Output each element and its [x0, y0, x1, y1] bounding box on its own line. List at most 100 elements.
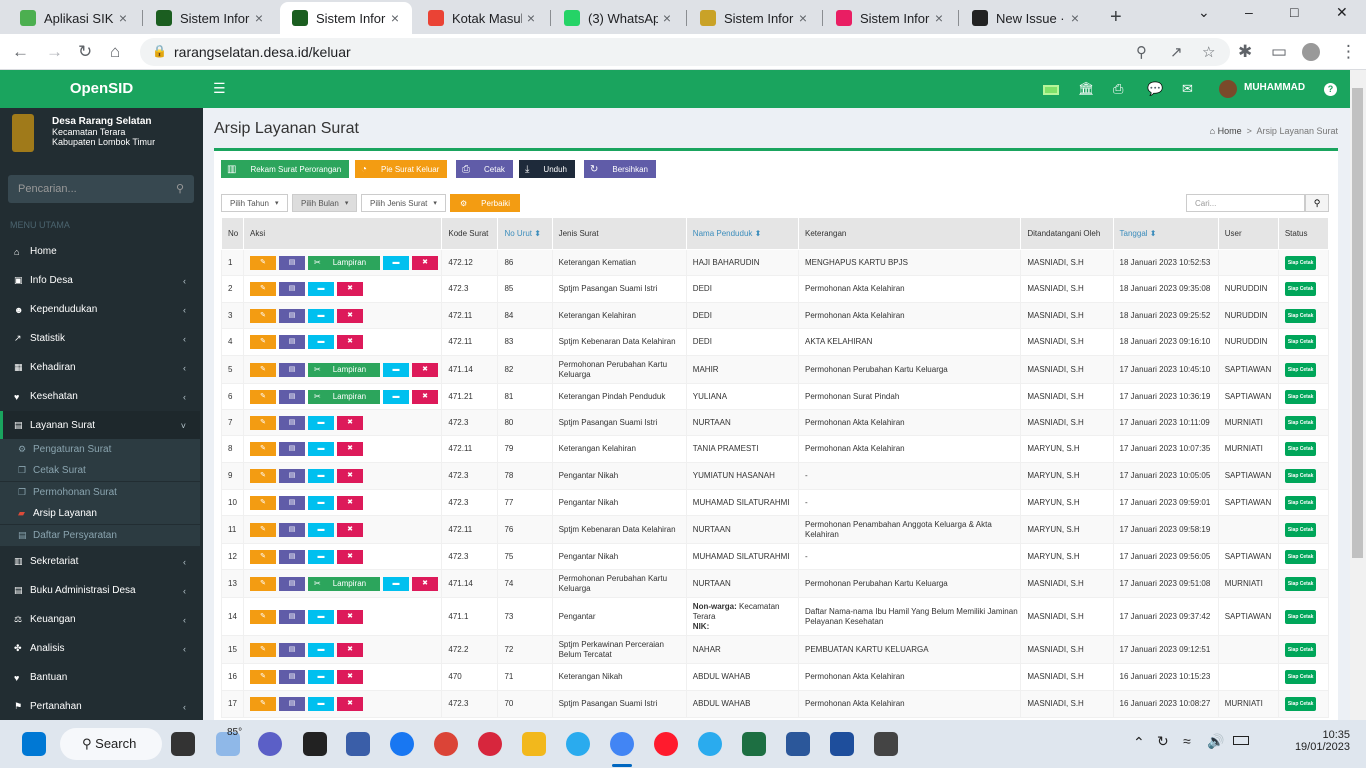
delete-button[interactable]: ✖: [337, 308, 364, 323]
edit-button[interactable]: ✎: [250, 442, 277, 456]
status-badge[interactable]: Siap Cetak: [1284, 522, 1317, 537]
taskbar-search[interactable]: ⚲ Search: [60, 728, 162, 760]
battery-status-icon[interactable]: [1043, 85, 1059, 95]
mail-icon[interactable]: ✉: [1182, 81, 1193, 96]
edit-button[interactable]: ✎: [250, 389, 277, 404]
sidebar-item-info-desa[interactable]: ▣ Info Desa ‹: [0, 266, 200, 295]
status-badge[interactable]: Siap Cetak: [1284, 255, 1317, 270]
download-document-button[interactable]: ▬: [308, 335, 335, 349]
browser-tab[interactable]: Sistem Inform×: [824, 2, 956, 34]
status-badge[interactable]: Siap Cetak: [1284, 697, 1317, 711]
browser-tab[interactable]: New Issue · O×: [960, 2, 1092, 34]
volume-icon[interactable]: 🔊: [1207, 733, 1225, 749]
bersihkan-button[interactable]: ↻ Bersihkan: [584, 160, 656, 178]
status-badge[interactable]: Siap Cetak: [1284, 609, 1317, 624]
column-header-tanggal[interactable]: Tanggal ⬍: [1112, 217, 1219, 250]
delete-button[interactable]: ✖: [337, 335, 364, 349]
lampiran-button[interactable]: ✂ Lampiran: [308, 389, 381, 404]
download-document-button[interactable]: ▬: [308, 495, 335, 510]
forward-icon[interactable]: →: [46, 42, 63, 61]
scrollbar-thumb[interactable]: [1352, 88, 1363, 558]
cetak-button[interactable]: ⎙ Cetak: [456, 160, 513, 178]
sidebar-item-kehadiran[interactable]: ▦ Kehadiran ‹: [0, 353, 200, 382]
maximize-icon[interactable]: □: [1290, 4, 1299, 20]
delete-button[interactable]: ✖: [337, 282, 364, 296]
filter-letter-type-select[interactable]: Pilih Jenis Surat ▾: [361, 194, 446, 212]
status-badge[interactable]: Siap Cetak: [1284, 642, 1317, 657]
browser-tab[interactable]: (3) WhatsApp×: [552, 2, 684, 34]
edit-button[interactable]: ✎: [250, 255, 277, 270]
tab-search-icon[interactable]: ⌄: [1198, 4, 1210, 20]
view-document-button[interactable]: ▤: [279, 335, 306, 349]
status-badge[interactable]: Siap Cetak: [1284, 415, 1317, 430]
status-badge[interactable]: Siap Cetak: [1284, 469, 1317, 483]
close-tab-icon[interactable]: ×: [1070, 10, 1080, 26]
lampiran-button[interactable]: ✂ Lampiran: [308, 362, 381, 377]
wifi-icon[interactable]: ≈: [1183, 733, 1191, 749]
delete-button[interactable]: ✖: [337, 642, 364, 657]
close-tab-icon[interactable]: ×: [526, 10, 536, 26]
breadcrumb-home[interactable]: Home: [1217, 126, 1242, 136]
edit-button[interactable]: ✎: [250, 415, 277, 430]
view-document-button[interactable]: ▤: [279, 495, 306, 510]
delete-button[interactable]: ✖: [337, 609, 364, 624]
edit-button[interactable]: ✎: [250, 697, 277, 711]
browser-tab[interactable]: Aplikasi SIKS×: [8, 2, 140, 34]
sidebar-subitem-cetak-surat[interactable]: ❐ Cetak Surat: [0, 460, 200, 482]
help-icon[interactable]: ?: [1324, 83, 1337, 96]
facebook-icon[interactable]: [390, 732, 414, 756]
status-badge[interactable]: Siap Cetak: [1284, 308, 1317, 323]
download-document-button[interactable]: ▬: [308, 642, 335, 657]
print-icon[interactable]: ⎙: [1113, 81, 1124, 96]
telegram-icon[interactable]: [566, 732, 590, 756]
delete-button[interactable]: ✖: [412, 362, 439, 377]
telegram-desktop-icon[interactable]: [698, 732, 722, 756]
network-app-icon[interactable]: [346, 732, 370, 756]
status-badge[interactable]: Siap Cetak: [1284, 362, 1317, 377]
new-tab-icon[interactable]: +: [1110, 6, 1122, 28]
edit-button[interactable]: ✎: [250, 576, 277, 591]
view-document-button[interactable]: ▤: [279, 308, 306, 323]
system-app-icon[interactable]: [874, 732, 898, 756]
delete-button[interactable]: ✖: [412, 255, 439, 270]
status-badge[interactable]: Siap Cetak: [1284, 335, 1317, 349]
edit-button[interactable]: ✎: [250, 308, 277, 323]
view-document-button[interactable]: ▤: [279, 282, 306, 296]
edit-button[interactable]: ✎: [250, 282, 277, 296]
status-badge[interactable]: Siap Cetak: [1284, 442, 1317, 456]
view-document-button[interactable]: ▤: [279, 415, 306, 430]
extensions-icon[interactable]: ✱: [1238, 42, 1253, 61]
status-badge[interactable]: Siap Cetak: [1284, 389, 1317, 404]
edit-button[interactable]: ✎: [250, 549, 277, 564]
unduh-button[interactable]: ⤓ Unduh: [519, 160, 575, 178]
download-document-button[interactable]: ▬: [308, 469, 335, 483]
view-document-button[interactable]: ▤: [279, 522, 306, 537]
column-header-no-urut[interactable]: No Urut ⬍: [497, 217, 553, 250]
lampiran-button[interactable]: ✂ Lampiran: [308, 255, 381, 270]
download-document-button[interactable]: ▬: [308, 308, 335, 323]
status-badge[interactable]: Siap Cetak: [1284, 282, 1317, 296]
close-tab-icon[interactable]: ×: [390, 10, 400, 26]
view-document-button[interactable]: ▤: [279, 670, 306, 684]
edit-button[interactable]: ✎: [250, 362, 277, 377]
download-document-button[interactable]: ▬: [308, 282, 335, 296]
user-avatar[interactable]: [1219, 80, 1237, 98]
download-document-button[interactable]: ▬: [308, 415, 335, 430]
sidebar-item-statistik[interactable]: ↗ Statistik ‹: [0, 324, 200, 353]
edit-button[interactable]: ✎: [250, 495, 277, 510]
view-document-button[interactable]: ▤: [279, 576, 306, 591]
app-logo[interactable]: OpenSID: [0, 70, 203, 108]
word-icon[interactable]: [786, 732, 810, 756]
edit-button[interactable]: ✎: [250, 609, 277, 624]
view-document-button[interactable]: ▤: [279, 549, 306, 564]
browser-tab[interactable]: Sistem Inform×: [280, 2, 412, 34]
close-tab-icon[interactable]: ×: [934, 10, 944, 26]
delete-button[interactable]: ✖: [337, 697, 364, 711]
chevron-up-icon[interactable]: ⌃: [1133, 734, 1145, 750]
download-document-button[interactable]: ▬: [383, 389, 410, 404]
pie-surat-keluar-button[interactable]: ◔ Pie Surat Keluar: [355, 160, 448, 178]
download-document-button[interactable]: ▬: [308, 609, 335, 624]
download-document-button[interactable]: ▬: [383, 255, 410, 270]
column-header-nama-penduduk[interactable]: Nama Penduduk ⬍: [685, 217, 799, 250]
download-document-button[interactable]: ▬: [308, 442, 335, 456]
